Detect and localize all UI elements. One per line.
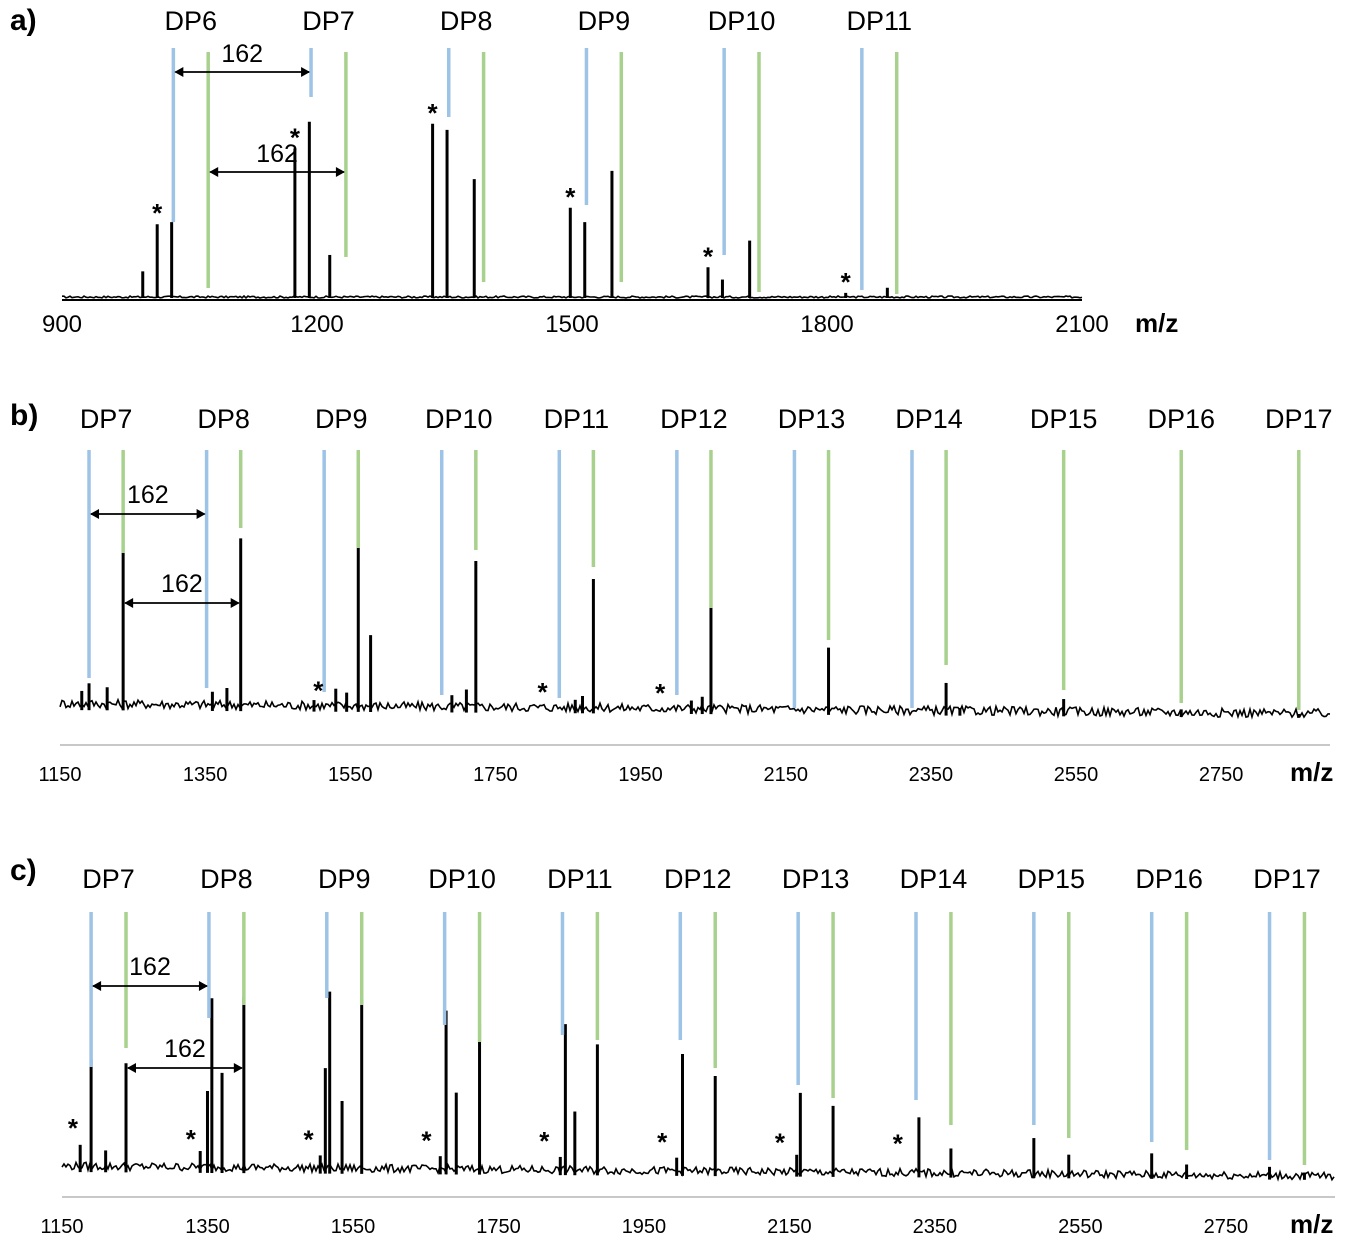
asterisk-marker: * xyxy=(657,1127,668,1157)
asterisk-marker: * xyxy=(313,676,324,706)
panel-letter: b) xyxy=(10,399,38,432)
dp-label: DP11 xyxy=(847,6,913,36)
arrow-head-right xyxy=(335,167,345,177)
arrow-head-left xyxy=(174,67,184,77)
asterisk-marker: * xyxy=(186,1124,197,1154)
arrow-head-right xyxy=(198,981,208,991)
panel-b: b) 1150 1350 1550 1750 1950 2150 2350 2550 2750 m/… xyxy=(10,399,1333,787)
arrow-head-left xyxy=(124,598,134,608)
asterisk-marker: * xyxy=(703,241,714,271)
spectrum-baseline xyxy=(59,697,1330,720)
dp-label: DP8 xyxy=(197,404,250,434)
dp-label: DP11 xyxy=(544,404,610,434)
dp-label: DP17 xyxy=(1253,864,1321,894)
dp-label: DP14 xyxy=(895,404,963,434)
dp-label: DP16 xyxy=(1147,404,1215,434)
dp-label: DP8 xyxy=(200,864,253,894)
asterisk-marker: * xyxy=(304,1125,315,1155)
x-tick-label: 2150 xyxy=(767,1216,812,1234)
arrow-head-left xyxy=(127,1063,137,1073)
arrow-head-left xyxy=(209,167,219,177)
x-tick-label: 900 xyxy=(42,311,82,338)
asterisk-marker: * xyxy=(290,122,301,152)
delta-mass-label: 162 xyxy=(164,1035,206,1063)
x-tick-label: 1150 xyxy=(40,1216,83,1234)
dp-label: DP8 xyxy=(440,6,493,36)
dp-label: DP7 xyxy=(82,864,135,894)
dp-label: DP9 xyxy=(315,404,368,434)
x-tick-label: 2550 xyxy=(1054,764,1099,786)
x-tick-label: 2100 xyxy=(1055,311,1108,338)
asterisk-marker: * xyxy=(655,678,666,708)
x-tick-label: 1750 xyxy=(476,1216,521,1234)
x-tick-label: 2150 xyxy=(763,764,808,786)
dp-label: DP6 xyxy=(165,6,218,36)
arrow-head-right xyxy=(301,67,311,77)
dp-label: DP9 xyxy=(318,864,371,894)
asterisk-marker: * xyxy=(539,1126,550,1156)
delta-mass-label: 162 xyxy=(129,953,171,981)
arrow-head-right xyxy=(230,598,240,608)
dp-label: DP7 xyxy=(80,404,133,434)
dp-label: DP9 xyxy=(578,6,631,36)
delta-mass-label: 162 xyxy=(127,481,169,509)
dp-label: DP16 xyxy=(1135,864,1203,894)
asterisk-marker: * xyxy=(565,182,576,212)
arrow-head-left xyxy=(90,509,100,519)
x-tick-label: 1550 xyxy=(328,764,373,786)
dp-label: DP12 xyxy=(664,864,732,894)
dp-label: DP13 xyxy=(782,864,850,894)
panel-letter: c) xyxy=(10,854,37,887)
x-tick-label: 2350 xyxy=(909,764,954,786)
dp-label: DP10 xyxy=(425,404,493,434)
x-tick-label: 1200 xyxy=(290,311,343,338)
arrow-head-left xyxy=(92,981,102,991)
dp-label: DP15 xyxy=(1018,864,1086,894)
asterisk-marker: * xyxy=(152,198,163,228)
panel-a: a) 900 1200 1500 1800 2100 m/z DP6 DP7 DP8 DP9 DP10… xyxy=(10,4,1178,338)
spectrum-baseline xyxy=(62,294,1083,300)
panel-c: c) 1150 1350 1550 1750 1950 2150 2350 2550 2750 m/… xyxy=(10,854,1335,1234)
x-tick-label: 1550 xyxy=(331,1216,376,1234)
asterisk-marker: * xyxy=(421,1125,432,1155)
x-tick-label: 1350 xyxy=(185,1216,230,1234)
x-tick-label: 1350 xyxy=(183,764,228,786)
delta-mass-label: 162 xyxy=(256,140,298,168)
dp-label: DP11 xyxy=(547,864,613,894)
x-axis-label: m/z xyxy=(1290,1209,1333,1234)
asterisk-marker: * xyxy=(893,1128,904,1158)
x-tick-label: 1150 xyxy=(38,764,81,786)
delta-mass-label: 162 xyxy=(161,570,203,598)
x-tick-label: 1950 xyxy=(618,764,663,786)
asterisk-marker: * xyxy=(775,1128,786,1158)
x-axis-label: m/z xyxy=(1290,757,1333,787)
panel-letter: a) xyxy=(10,4,37,37)
asterisk-marker: * xyxy=(428,98,439,128)
dp-label: DP13 xyxy=(778,404,846,434)
x-tick-label: 2550 xyxy=(1058,1216,1103,1234)
x-tick-label: 1950 xyxy=(622,1216,667,1234)
dp-label: DP10 xyxy=(428,864,496,894)
dp-label: DP10 xyxy=(708,6,776,36)
x-tick-label: 1750 xyxy=(473,764,518,786)
dp-label: DP14 xyxy=(900,864,968,894)
dp-label: DP12 xyxy=(660,404,728,434)
x-tick-label: 1800 xyxy=(800,311,853,338)
asterisk-marker: * xyxy=(68,1113,79,1143)
arrow-head-right xyxy=(196,509,206,519)
x-tick-label: 2350 xyxy=(913,1216,958,1234)
arrow-head-right xyxy=(233,1063,243,1073)
dp-label: DP7 xyxy=(302,6,355,36)
delta-mass-label: 162 xyxy=(221,40,263,68)
asterisk-marker: * xyxy=(538,677,549,707)
dp-label: DP15 xyxy=(1030,404,1098,434)
asterisk-marker: * xyxy=(841,267,852,297)
x-axis-label: m/z xyxy=(1135,308,1178,338)
x-tick-label: 1500 xyxy=(545,311,598,338)
x-tick-label: 2750 xyxy=(1204,1216,1249,1234)
dp-label: DP17 xyxy=(1265,404,1333,434)
spectrum-baseline xyxy=(61,1160,1335,1182)
x-tick-label: 2750 xyxy=(1199,764,1244,786)
